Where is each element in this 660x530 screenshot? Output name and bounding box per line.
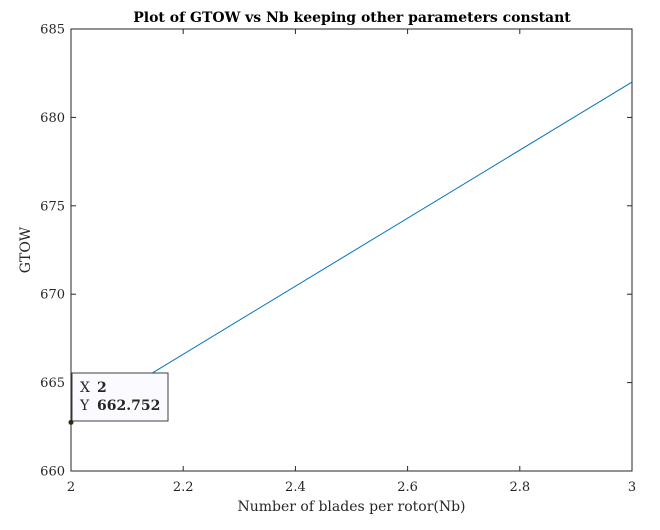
x-tick-label: 3	[628, 480, 636, 495]
series-line	[70, 81, 633, 423]
y-tick-label: 660	[40, 465, 65, 480]
x-ticks: 2 2.2 2.4 2.6 2.8 3	[67, 29, 636, 495]
datatip-x-value: 2	[97, 380, 107, 396]
x-tick-label: 2	[67, 480, 75, 495]
datatip[interactable]: X 2 Y 662.752	[68, 372, 169, 425]
y-tick-label: 685	[40, 23, 65, 38]
x-tick-label: 2.6	[397, 480, 418, 495]
y-tick-label: 670	[40, 288, 65, 303]
y-ticks: 660 665 670 675 680 685	[40, 23, 632, 480]
y-tick-label: 680	[40, 111, 65, 126]
y-tick-label: 665	[40, 376, 65, 391]
datatip-y-key: Y	[79, 398, 90, 414]
y-axis-label: GTOW	[18, 226, 34, 273]
datatip-x-key: X	[80, 380, 90, 396]
x-tick-label: 2.8	[509, 480, 530, 495]
series-layer	[70, 81, 633, 423]
datatip-y-value: 662.752	[97, 398, 160, 414]
x-axis-label: Number of blades per rotor(Nb)	[237, 499, 465, 515]
y-tick-label: 675	[40, 199, 65, 214]
datatip-marker[interactable]	[68, 419, 74, 425]
x-tick-label: 2.2	[173, 480, 194, 495]
datatip-box	[71, 372, 169, 422]
chart-title: Plot of GTOW vs Nb keeping other paramet…	[133, 10, 571, 26]
x-tick-label: 2.4	[285, 480, 306, 495]
